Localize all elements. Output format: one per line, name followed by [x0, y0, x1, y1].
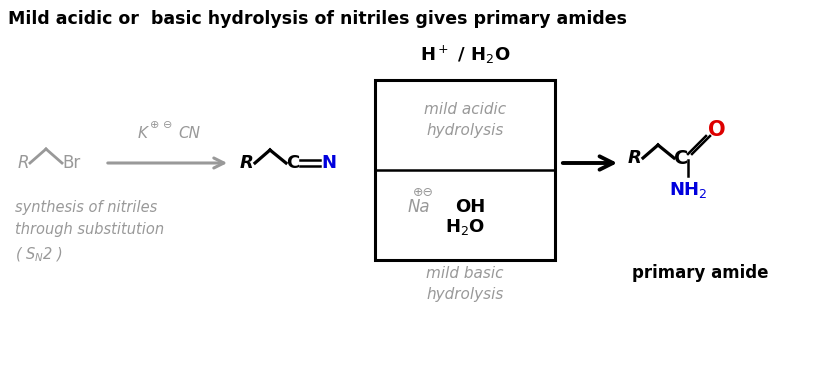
Text: OH: OH: [455, 198, 485, 216]
Text: H$_2$O: H$_2$O: [444, 217, 485, 237]
Text: R: R: [18, 154, 30, 172]
Text: C: C: [285, 154, 299, 172]
Text: K: K: [138, 125, 148, 141]
Text: CN: CN: [178, 125, 200, 141]
Text: NH$_2$: NH$_2$: [668, 180, 706, 200]
Text: ⊖: ⊖: [163, 120, 173, 130]
Text: O: O: [707, 120, 724, 140]
Text: ⊕⊖: ⊕⊖: [412, 187, 433, 199]
Text: mild acidic
hydrolysis: mild acidic hydrolysis: [423, 102, 505, 138]
Text: Br: Br: [62, 154, 80, 172]
Text: synthesis of nitriles
through substitution
( S$_N$2 ): synthesis of nitriles through substituti…: [15, 200, 164, 264]
Text: mild basic
hydrolysis: mild basic hydrolysis: [426, 266, 503, 302]
Text: R: R: [240, 154, 254, 172]
Text: N: N: [321, 154, 336, 172]
Text: Mild acidic or  basic hydrolysis of nitriles gives primary amides: Mild acidic or basic hydrolysis of nitri…: [8, 10, 626, 28]
Text: R: R: [627, 149, 641, 167]
Text: primary amide: primary amide: [631, 264, 767, 282]
Text: H$^+$ / H$_2$O: H$^+$ / H$_2$O: [419, 44, 509, 66]
Text: ⊕: ⊕: [151, 120, 160, 130]
Bar: [375, 80, 554, 260]
Text: C: C: [673, 149, 687, 167]
Text: Na: Na: [407, 198, 430, 216]
